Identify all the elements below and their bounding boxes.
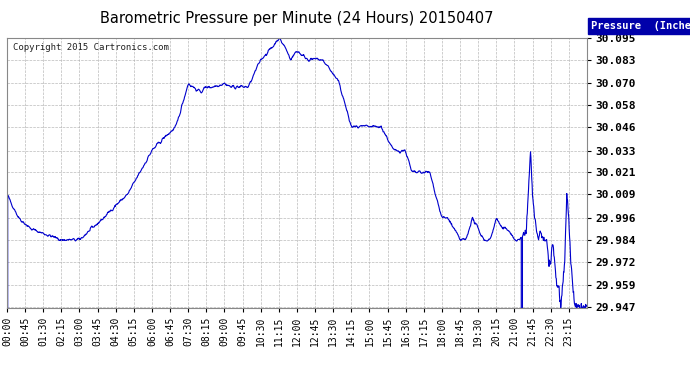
Text: Copyright 2015 Cartronics.com: Copyright 2015 Cartronics.com xyxy=(12,43,168,52)
Text: Barometric Pressure per Minute (24 Hours) 20150407: Barometric Pressure per Minute (24 Hours… xyxy=(100,11,493,26)
Text: Pressure  (Inches/Hg): Pressure (Inches/Hg) xyxy=(591,21,690,31)
